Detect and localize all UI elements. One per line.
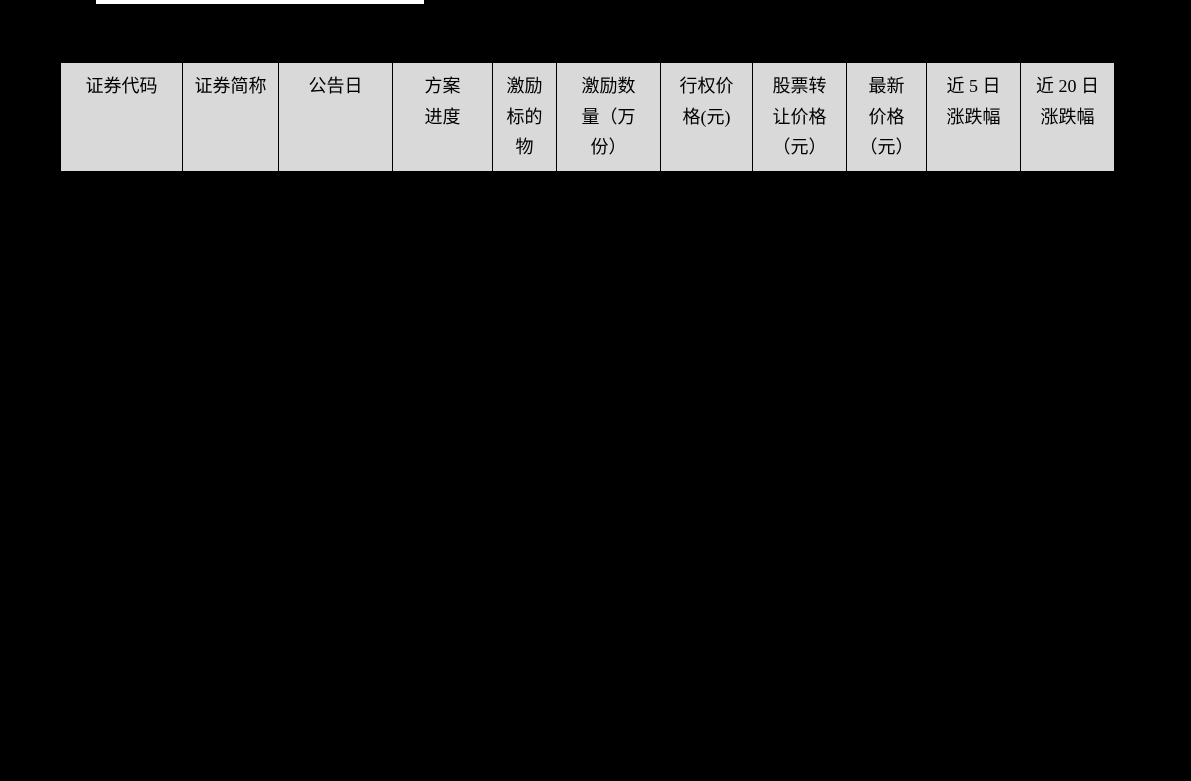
col-security-code: 证券代码: [61, 63, 183, 172]
table-container: 证券代码 证券简称 公告日 方案进度 激励标的物 激励数量（万份） 行权价格(元…: [60, 62, 1115, 172]
col-transfer-price: 股票转让价格（元）: [753, 63, 847, 172]
col-latest-price: 最新价格（元）: [847, 63, 927, 172]
incentive-table: 证券代码 证券简称 公告日 方案进度 激励标的物 激励数量（万份） 行权价格(元…: [60, 62, 1115, 172]
col-20day-change: 近 20 日涨跌幅: [1021, 63, 1115, 172]
col-5day-change: 近 5 日涨跌幅: [927, 63, 1021, 172]
col-incentive-quantity: 激励数量（万份）: [557, 63, 661, 172]
col-announce-date: 公告日: [279, 63, 393, 172]
col-incentive-target: 激励标的物: [493, 63, 557, 172]
col-exercise-price: 行权价格(元): [661, 63, 753, 172]
table-header-row: 证券代码 证券简称 公告日 方案进度 激励标的物 激励数量（万份） 行权价格(元…: [61, 63, 1115, 172]
logo-region: [96, 0, 424, 4]
col-plan-progress: 方案进度: [393, 63, 493, 172]
col-security-name: 证券简称: [183, 63, 279, 172]
